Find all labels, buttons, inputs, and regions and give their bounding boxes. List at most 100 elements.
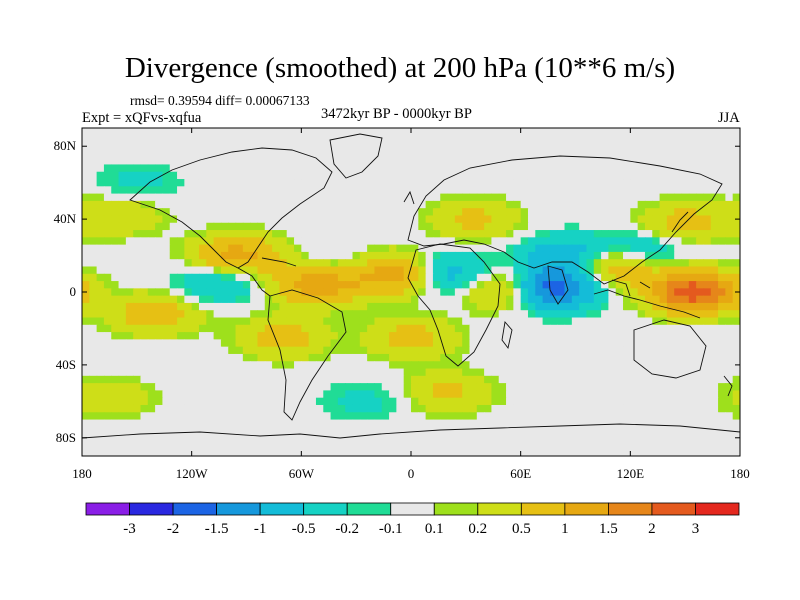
field-cell (637, 397, 646, 406)
field-cell (681, 426, 690, 435)
field-cell (286, 404, 295, 413)
field-cell (308, 186, 317, 195)
field-cell (666, 426, 675, 435)
field-cell (140, 186, 149, 195)
field-cell (330, 412, 339, 421)
field-cell (396, 317, 405, 326)
field-cell (162, 441, 171, 450)
field-cell (571, 157, 580, 166)
field-cell (447, 244, 456, 253)
field-cell (718, 179, 726, 187)
field-cell (666, 281, 675, 289)
field-cell (206, 339, 215, 348)
field-cell (272, 157, 280, 166)
field-cell (623, 266, 631, 275)
field-cell (696, 448, 705, 456)
field-cell (432, 339, 441, 348)
field-cell (403, 251, 412, 260)
field-cell (535, 412, 544, 421)
field-cell (586, 353, 595, 362)
field-cell (608, 135, 617, 144)
field-cell (432, 310, 441, 319)
field-cell (637, 295, 646, 304)
field-cell (527, 251, 536, 260)
field-cell (432, 317, 441, 326)
field-cell (637, 259, 646, 268)
field-cell (286, 426, 295, 435)
field-cell (432, 157, 441, 166)
field-cell (264, 332, 273, 340)
field-cell (644, 361, 653, 370)
field-cell (82, 251, 90, 260)
field-cell (191, 215, 200, 224)
field-cell (674, 230, 683, 238)
field-cell (491, 281, 500, 289)
field-cell (652, 404, 661, 413)
field-cell (527, 448, 536, 456)
field-cell (718, 368, 726, 377)
field-cell (615, 222, 624, 231)
field-cell (476, 317, 485, 326)
field-cell (257, 222, 266, 231)
field-cell (315, 332, 324, 340)
field-cell (469, 353, 478, 362)
field-cell (198, 222, 207, 231)
field-cell (118, 390, 127, 399)
field-cell (403, 375, 412, 384)
field-cell (315, 397, 324, 406)
field-cell (571, 310, 580, 319)
field-cell (345, 310, 354, 319)
field-cell (506, 157, 514, 166)
field-cell (681, 317, 690, 326)
field-cell (184, 441, 193, 450)
field-cell (111, 412, 120, 421)
y-tick-label: 40N (54, 211, 77, 226)
field-cell (169, 317, 178, 326)
field-cell (396, 412, 405, 421)
field-cell (484, 288, 493, 297)
field-cell (374, 368, 383, 377)
field-cell (666, 302, 675, 311)
field-cell (169, 128, 178, 136)
field-cell (301, 441, 310, 450)
field-cell (674, 215, 683, 224)
field-cell (315, 448, 324, 456)
field-cell (82, 317, 90, 326)
field-cell (198, 215, 207, 224)
field-cell (147, 179, 156, 187)
field-cell (440, 375, 449, 384)
field-cell (623, 237, 631, 246)
field-cell (220, 135, 229, 144)
field-cell (206, 324, 215, 333)
field-cell (155, 302, 164, 311)
field-cell (506, 419, 514, 428)
field-cell (308, 149, 317, 158)
field-cell (96, 157, 105, 166)
field-cell (89, 426, 98, 435)
field-cell (688, 135, 697, 144)
field-cell (323, 157, 332, 166)
field-cell (220, 193, 229, 202)
field-cell (696, 193, 705, 202)
field-cell (513, 346, 522, 355)
field-cell (659, 230, 668, 238)
field-cell (542, 200, 551, 209)
field-cell (177, 222, 185, 231)
field-cell (579, 244, 588, 253)
field-cell (257, 149, 266, 158)
field-cell (688, 251, 697, 260)
field-cell (359, 135, 368, 144)
field-cell (294, 368, 302, 377)
field-cell (418, 128, 427, 136)
field-cell (367, 281, 376, 289)
field-cell (257, 310, 266, 319)
field-cell (184, 412, 193, 421)
field-cell (549, 434, 558, 443)
field-cell (352, 259, 361, 268)
field-cell (396, 324, 405, 333)
field-cell (206, 361, 215, 370)
field-cell (155, 295, 164, 304)
field-cell (191, 171, 200, 180)
field-cell (608, 426, 617, 435)
field-cell (133, 186, 142, 195)
